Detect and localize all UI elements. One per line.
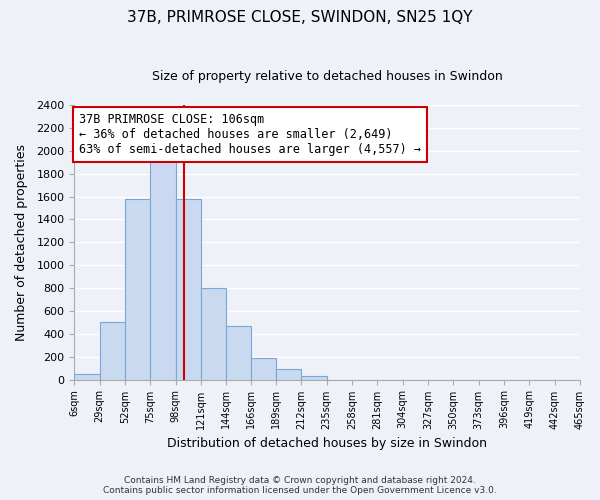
- Bar: [226, 326, 251, 380]
- Bar: [100, 322, 125, 380]
- Text: 37B, PRIMROSE CLOSE, SWINDON, SN25 1QY: 37B, PRIMROSE CLOSE, SWINDON, SN25 1QY: [127, 10, 473, 25]
- Bar: [151, 156, 176, 380]
- X-axis label: Distribution of detached houses by size in Swindon: Distribution of detached houses by size …: [167, 437, 487, 450]
- Text: Contains HM Land Registry data © Crown copyright and database right 2024.
Contai: Contains HM Land Registry data © Crown c…: [103, 476, 497, 495]
- Bar: [301, 376, 326, 380]
- Bar: [74, 374, 100, 380]
- Bar: [176, 199, 201, 380]
- Title: Size of property relative to detached houses in Swindon: Size of property relative to detached ho…: [152, 70, 503, 83]
- Text: 37B PRIMROSE CLOSE: 106sqm
← 36% of detached houses are smaller (2,649)
63% of s: 37B PRIMROSE CLOSE: 106sqm ← 36% of deta…: [79, 113, 421, 156]
- Bar: [201, 288, 226, 380]
- Y-axis label: Number of detached properties: Number of detached properties: [15, 144, 28, 341]
- Bar: [125, 199, 151, 380]
- Bar: [251, 358, 276, 380]
- Bar: [276, 370, 301, 380]
